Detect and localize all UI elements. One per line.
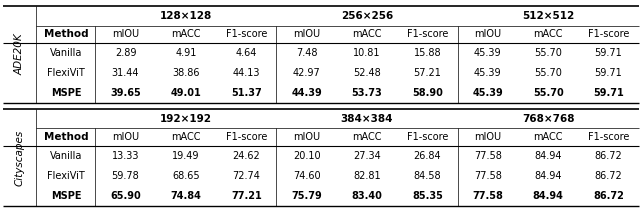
Text: 58.90: 58.90 (412, 88, 443, 98)
Text: 77.21: 77.21 (231, 191, 262, 201)
Text: F1-score: F1-score (588, 29, 629, 39)
Text: 59.78: 59.78 (111, 171, 140, 181)
Text: 45.39: 45.39 (474, 68, 502, 78)
Text: mIOU: mIOU (474, 132, 501, 142)
Text: mIOU: mIOU (293, 132, 320, 142)
Text: 85.35: 85.35 (412, 191, 443, 201)
Text: 45.39: 45.39 (472, 88, 503, 98)
Text: ADE20K: ADE20K (15, 34, 25, 75)
Text: 45.39: 45.39 (474, 48, 502, 58)
Text: 44.39: 44.39 (291, 88, 322, 98)
Text: mACC: mACC (171, 29, 201, 39)
Text: Vanilla: Vanilla (50, 48, 82, 58)
Text: 84.94: 84.94 (532, 191, 564, 201)
Text: 20.10: 20.10 (293, 151, 321, 161)
Text: 77.58: 77.58 (474, 171, 502, 181)
Text: 53.73: 53.73 (351, 88, 383, 98)
Text: 256×256: 256×256 (341, 11, 393, 21)
Text: 44.13: 44.13 (232, 68, 260, 78)
Text: F1-score: F1-score (226, 132, 267, 142)
Text: 83.40: 83.40 (351, 191, 383, 201)
Text: 86.72: 86.72 (595, 151, 623, 161)
Text: 4.64: 4.64 (236, 48, 257, 58)
Text: 77.58: 77.58 (474, 151, 502, 161)
Text: 86.72: 86.72 (595, 171, 623, 181)
Text: 384×384: 384×384 (340, 114, 394, 124)
Text: 512×512: 512×512 (522, 11, 574, 21)
Text: 84.58: 84.58 (413, 171, 441, 181)
Text: Method: Method (44, 29, 88, 39)
Text: 51.37: 51.37 (231, 88, 262, 98)
Text: MSPE: MSPE (51, 191, 81, 201)
Text: 57.21: 57.21 (413, 68, 442, 78)
Text: 42.97: 42.97 (292, 68, 321, 78)
Text: F1-score: F1-score (226, 29, 267, 39)
Text: MSPE: MSPE (51, 88, 81, 98)
Text: mACC: mACC (352, 29, 382, 39)
Text: FlexiViT: FlexiViT (47, 171, 84, 181)
Text: 59.71: 59.71 (595, 48, 623, 58)
Text: mIOU: mIOU (474, 29, 501, 39)
Text: 15.88: 15.88 (413, 48, 441, 58)
Text: 192×192: 192×192 (160, 114, 212, 124)
Text: 128×128: 128×128 (160, 11, 212, 21)
Text: 59.71: 59.71 (595, 68, 623, 78)
Text: 27.34: 27.34 (353, 151, 381, 161)
Text: 24.62: 24.62 (232, 151, 260, 161)
Text: F1-score: F1-score (407, 132, 448, 142)
Text: 26.84: 26.84 (413, 151, 441, 161)
Text: 13.33: 13.33 (112, 151, 140, 161)
Text: FlexiViT: FlexiViT (47, 68, 84, 78)
Text: 2.89: 2.89 (115, 48, 136, 58)
Text: 59.71: 59.71 (593, 88, 624, 98)
Text: 75.79: 75.79 (291, 191, 322, 201)
Text: mIOU: mIOU (112, 29, 139, 39)
Text: 19.49: 19.49 (172, 151, 200, 161)
Text: 49.01: 49.01 (170, 88, 202, 98)
Text: mIOU: mIOU (293, 29, 320, 39)
Text: 65.90: 65.90 (110, 191, 141, 201)
Text: 52.48: 52.48 (353, 68, 381, 78)
Text: mACC: mACC (533, 132, 563, 142)
Text: 82.81: 82.81 (353, 171, 381, 181)
Text: Method: Method (44, 132, 88, 142)
Text: 86.72: 86.72 (593, 191, 624, 201)
Text: 55.70: 55.70 (532, 88, 564, 98)
Text: 31.44: 31.44 (112, 68, 140, 78)
Text: 84.94: 84.94 (534, 171, 562, 181)
Text: mACC: mACC (171, 132, 201, 142)
Text: 38.86: 38.86 (172, 68, 200, 78)
Text: 4.91: 4.91 (175, 48, 196, 58)
Text: 39.65: 39.65 (110, 88, 141, 98)
Text: 55.70: 55.70 (534, 48, 562, 58)
Text: F1-score: F1-score (407, 29, 448, 39)
Text: 55.70: 55.70 (534, 68, 562, 78)
Text: 768×768: 768×768 (522, 114, 575, 124)
Text: 7.48: 7.48 (296, 48, 317, 58)
Text: 10.81: 10.81 (353, 48, 381, 58)
Text: mACC: mACC (533, 29, 563, 39)
Text: 84.94: 84.94 (534, 151, 562, 161)
Text: 77.58: 77.58 (472, 191, 503, 201)
Text: mIOU: mIOU (112, 132, 139, 142)
Text: 68.65: 68.65 (172, 171, 200, 181)
Text: 74.84: 74.84 (170, 191, 202, 201)
Text: 74.60: 74.60 (293, 171, 321, 181)
Text: 72.74: 72.74 (232, 171, 260, 181)
Text: Vanilla: Vanilla (50, 151, 82, 161)
Text: F1-score: F1-score (588, 132, 629, 142)
Text: mACC: mACC (352, 132, 382, 142)
Text: Cityscapes: Cityscapes (15, 129, 25, 186)
